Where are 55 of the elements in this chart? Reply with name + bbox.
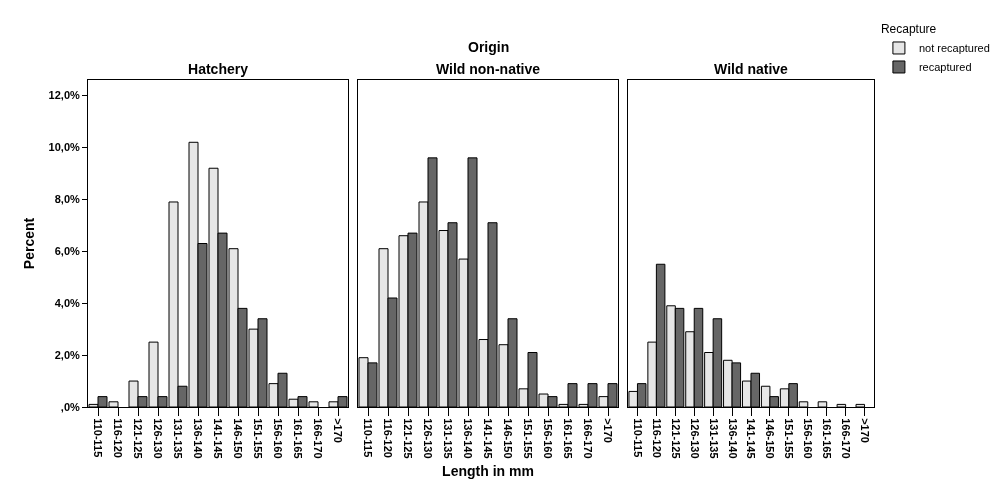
- x-tick-label: 166-170: [312, 418, 325, 459]
- chart-title: Wild native: [714, 61, 789, 77]
- x-tick-label: 116-120: [650, 418, 663, 458]
- x-tick-label: 161-165: [292, 418, 305, 459]
- x-tick-label: 126-130: [422, 418, 435, 459]
- x-tick-label: 156-160: [272, 418, 285, 459]
- x-tick-label: 121-125: [402, 418, 415, 459]
- x-tick-label: 110-115: [362, 418, 375, 458]
- x-tick-label: >170: [858, 418, 871, 443]
- x-tick-label: 146-150: [764, 418, 777, 459]
- x-axis-title: Length in mm: [442, 462, 534, 479]
- x-tick-label: 126-130: [688, 418, 701, 459]
- x-tick-label: 131-135: [442, 418, 455, 459]
- chart-title: Wild non-native: [435, 61, 541, 77]
- x-tick-label: >170: [602, 418, 615, 443]
- y-tick-label: ,0%: [60, 400, 81, 413]
- x-tick-label: 141-145: [212, 418, 225, 459]
- x-tick-label: 126-130: [152, 418, 165, 459]
- x-tick-label: 131-135: [172, 418, 185, 459]
- y-tick-label: 6,0%: [54, 245, 81, 258]
- x-tick-label: 121-125: [669, 418, 682, 459]
- x-tick-label: 151-155: [252, 418, 265, 459]
- x-tick-label: 141-145: [482, 418, 495, 459]
- x-tick-label: 116-120: [112, 418, 125, 458]
- x-tick-label: 161-165: [821, 418, 834, 459]
- x-tick-label: 146-150: [232, 418, 245, 459]
- x-tick-label: 156-160: [802, 418, 815, 459]
- x-tick-label: 151-155: [522, 418, 535, 459]
- y-tick-label: 4,0%: [54, 297, 81, 310]
- x-tick-label: 110-115: [631, 418, 644, 458]
- x-tick-label: 121-125: [132, 418, 145, 459]
- x-tick-label: 156-160: [542, 418, 555, 459]
- y-tick-label: 12,0%: [48, 89, 81, 102]
- legend-label: recaptured: [918, 61, 972, 74]
- x-tick-label: 136-140: [192, 418, 205, 459]
- y-axis-title: Percent: [21, 217, 38, 270]
- x-tick-label: 136-140: [726, 418, 739, 459]
- x-tick-label: 141-145: [745, 418, 758, 459]
- x-tick-label: 161-165: [562, 418, 575, 459]
- x-tick-label: 116-120: [382, 418, 395, 458]
- x-tick-label: 151-155: [783, 418, 796, 459]
- legend-label: not recaptured: [918, 42, 990, 55]
- x-tick-label: 146-150: [502, 418, 515, 459]
- x-tick-label: 166-170: [840, 418, 853, 459]
- x-tick-label: 131-135: [707, 418, 720, 459]
- y-tick-label: 2,0%: [54, 348, 81, 361]
- text: Origin: [468, 39, 510, 55]
- y-tick-label: 10,0%: [48, 141, 81, 154]
- x-tick-label: 136-140: [462, 418, 475, 459]
- chart-title: Hatchery: [188, 61, 249, 77]
- legend-title: Recapture: [880, 22, 937, 37]
- x-tick-label: 166-170: [582, 418, 595, 459]
- x-tick-label: 110-115: [92, 418, 105, 458]
- x-tick-label: >170: [332, 418, 345, 443]
- y-tick-label: 8,0%: [54, 193, 81, 206]
